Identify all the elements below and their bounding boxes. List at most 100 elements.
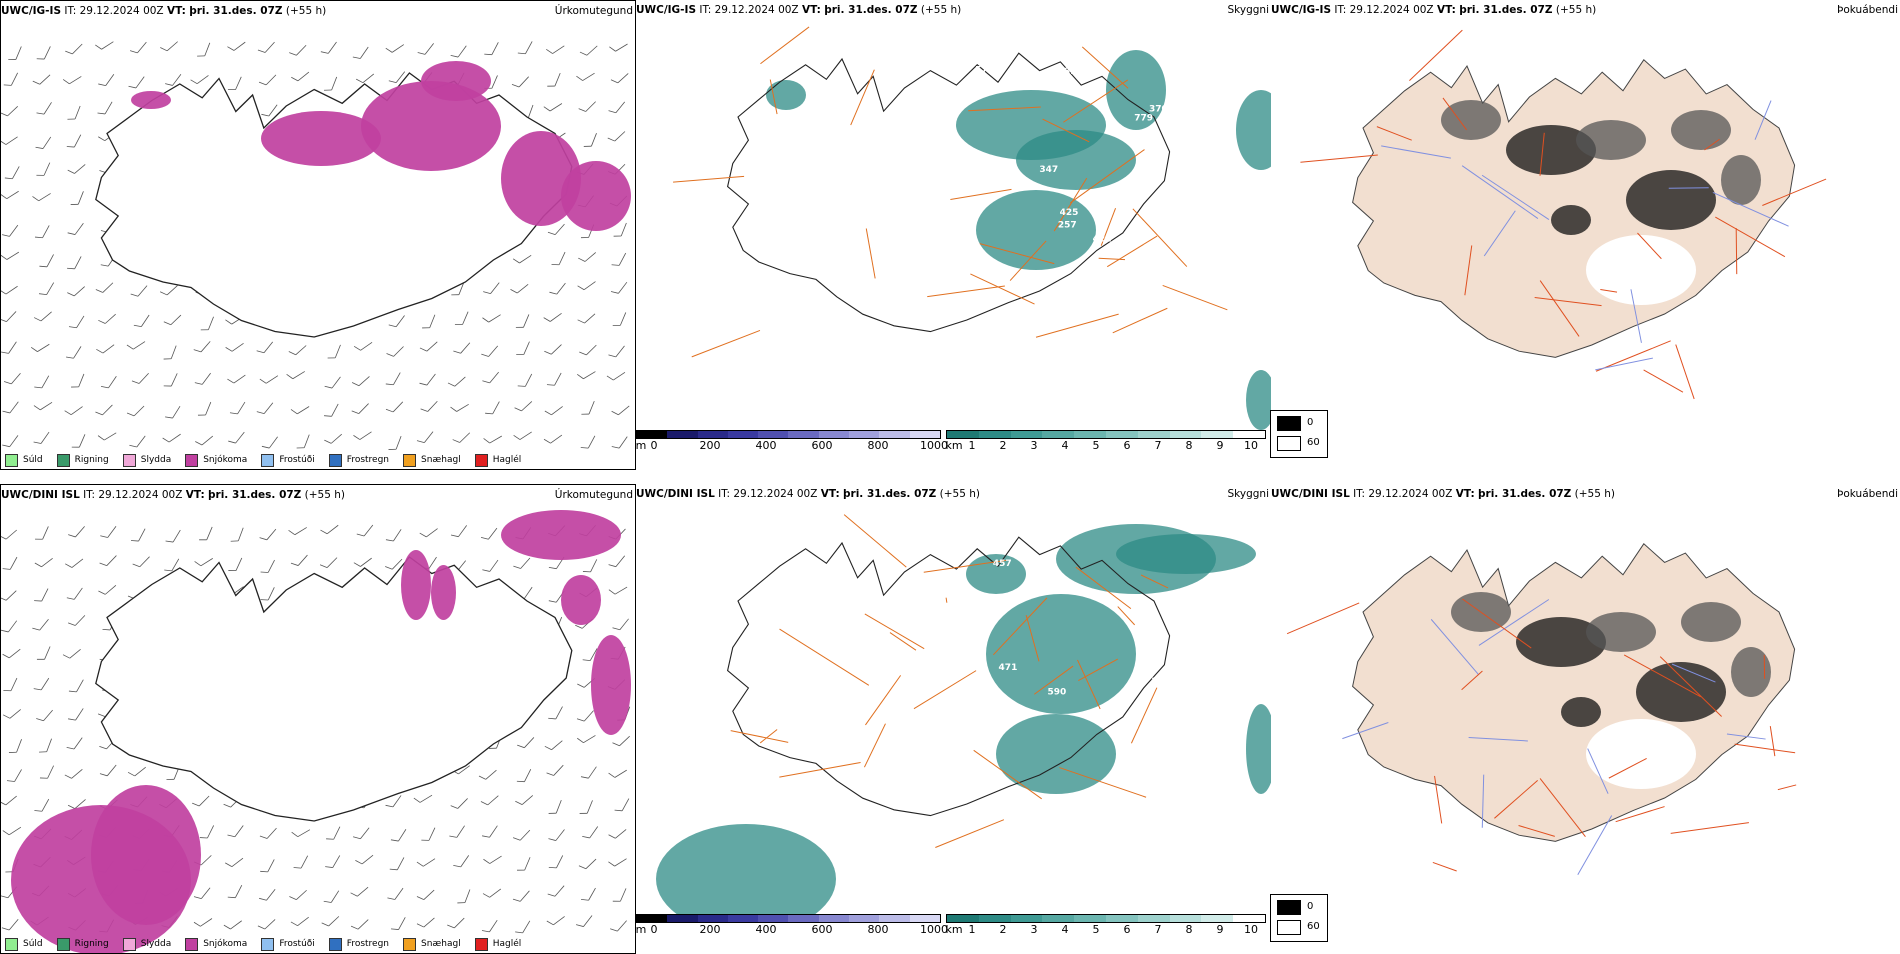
road	[1287, 603, 1359, 634]
ceiling-scale-bar	[636, 430, 941, 439]
wind-barb	[228, 74, 241, 92]
wind-barb	[609, 97, 625, 115]
wind-barb	[455, 309, 468, 327]
cloud-base-label: 347	[1039, 165, 1058, 175]
ceiling-tick: 0	[651, 923, 658, 936]
cloud-area	[1016, 130, 1136, 190]
wind-barb	[354, 337, 372, 352]
valid-time: þri. 31.des. 07Z	[843, 488, 936, 500]
wind-barb	[421, 396, 438, 413]
road	[1676, 345, 1694, 399]
wind-barb	[65, 764, 83, 780]
fog-area	[1671, 110, 1731, 150]
wind-barb	[164, 370, 178, 388]
wind-barb	[224, 915, 242, 931]
precip-legend-item: Snæhagl	[403, 454, 461, 467]
wind-barb	[512, 72, 529, 89]
precip-map	[1, 505, 636, 953]
precip-swatch	[403, 454, 416, 467]
visibility-tick: 9	[1217, 923, 1224, 936]
wind-barb	[552, 249, 566, 267]
ceiling-color-step	[849, 915, 879, 922]
wind-barb	[134, 311, 149, 329]
fog-area	[1576, 120, 1646, 160]
snow-area	[91, 785, 201, 925]
wind-barb	[577, 729, 595, 744]
precip-legend-label: Frostúði	[279, 939, 314, 949]
cloud-base-label: 457	[993, 559, 1012, 569]
wind-barb	[35, 524, 48, 542]
wind-barb	[484, 39, 498, 57]
visibility-color-step	[1042, 915, 1074, 922]
cloud-base-label: 368	[1151, 677, 1170, 687]
wind-barb	[447, 913, 464, 930]
wind-barb	[414, 789, 432, 804]
wind-barb	[1, 586, 16, 603]
visibility-tick: 6	[1124, 439, 1131, 452]
visibility-tick: 7	[1155, 439, 1162, 452]
wind-barb	[35, 222, 49, 240]
visibility-tick: 5	[1093, 923, 1100, 936]
wind-barb	[31, 338, 49, 353]
snow-area	[591, 635, 631, 735]
model-name: UWC/IG-IS	[1, 5, 61, 17]
precip-legend-item: Súld	[5, 938, 43, 951]
ceiling-color-step	[667, 915, 697, 922]
wind-barb	[198, 399, 211, 417]
wind-barb	[65, 39, 82, 56]
wind-barb	[67, 281, 84, 298]
visibility-color-step	[1233, 915, 1265, 922]
wind-barb	[34, 796, 48, 814]
wind-barb	[451, 398, 469, 413]
wind-barb	[39, 736, 52, 754]
wind-barb	[226, 338, 244, 354]
wind-barb	[548, 881, 564, 898]
wind-barb	[513, 249, 531, 264]
ceiling-tick: 800	[868, 439, 889, 452]
visibility-scale-bar	[946, 914, 1266, 923]
wind-barb	[3, 821, 21, 836]
precip-legend-label: Frostúði	[279, 455, 314, 465]
wind-barb	[353, 426, 371, 441]
visibility-unit: km	[945, 439, 962, 452]
visibility-color-step	[979, 915, 1011, 922]
wind-barb	[35, 553, 53, 569]
it-label: IT:	[1353, 488, 1365, 500]
valid-time: þri. 31.des. 07Z	[824, 4, 917, 16]
cloud-base-label: 404	[937, 240, 956, 250]
lead-time: (+55 h)	[305, 489, 345, 501]
precip-legend-item: Slydda	[123, 454, 171, 467]
wind-barb	[228, 882, 242, 900]
wind-barb	[549, 798, 562, 816]
wind-barb	[1, 131, 18, 146]
wind-barb	[417, 853, 435, 868]
wind-barb	[201, 314, 214, 332]
wind-barb	[2, 221, 18, 239]
wind-barb	[320, 553, 337, 570]
wind-barb	[578, 247, 596, 263]
wind-barb	[453, 428, 470, 445]
wind-barb	[576, 911, 592, 929]
wind-barb	[611, 278, 627, 296]
wind-barb	[3, 644, 21, 660]
wind-barb	[481, 524, 497, 542]
visibility-tick: 10	[1244, 923, 1258, 936]
wind-barb	[225, 853, 243, 869]
panel-title: UWC/IG-IS IT: 29.12.2024 00Z VT: þri. 31…	[1271, 0, 1596, 20]
road	[927, 286, 1005, 297]
wind-barb	[417, 427, 433, 445]
fog-legend-label: 60	[1307, 437, 1320, 448]
wind-barb	[34, 674, 49, 692]
road	[1778, 785, 1796, 790]
wind-barb	[8, 44, 21, 62]
wind-barb	[612, 250, 626, 268]
wind-barb	[66, 343, 81, 361]
road	[731, 731, 789, 743]
snow-area	[431, 565, 456, 620]
wind-barb	[513, 553, 530, 570]
ceiling-color-step	[698, 431, 728, 438]
precip-legend-label: Frostregn	[347, 455, 389, 465]
